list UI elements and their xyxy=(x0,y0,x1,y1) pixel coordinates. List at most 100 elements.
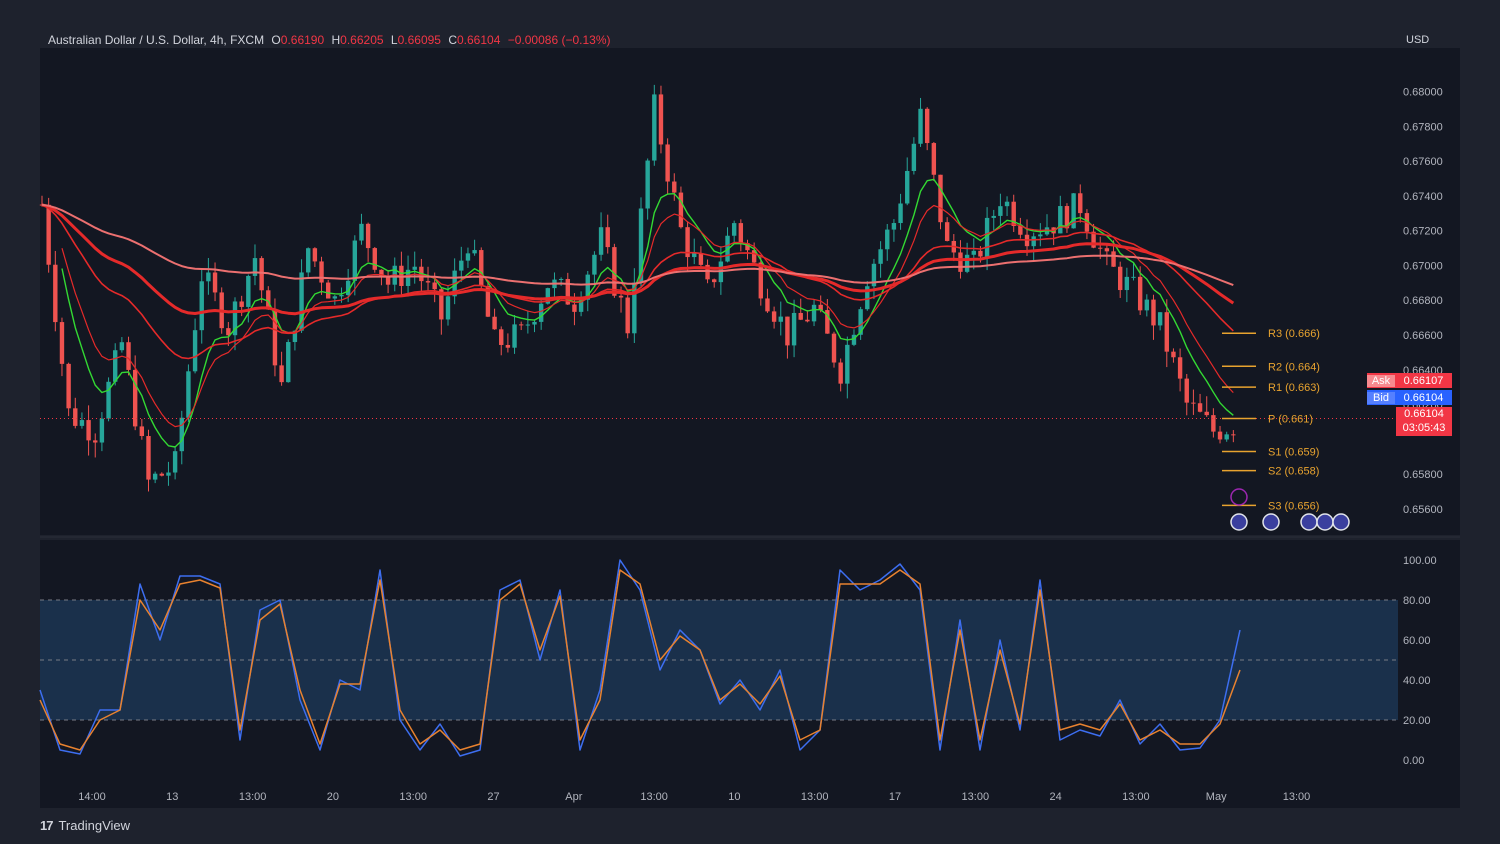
candle-body xyxy=(126,342,131,370)
candle-body xyxy=(1111,251,1116,267)
candle-body xyxy=(359,223,364,241)
candle-body xyxy=(499,329,504,345)
candle-body xyxy=(585,274,590,300)
candle-body xyxy=(439,289,444,320)
candle-body xyxy=(931,143,937,175)
candle-body xyxy=(598,227,604,255)
candle-body xyxy=(1211,415,1216,432)
candle-body xyxy=(1197,403,1203,412)
candle-body xyxy=(99,418,105,443)
candle-body xyxy=(1091,231,1096,248)
candle-body xyxy=(565,278,570,305)
candle-body xyxy=(172,451,178,473)
price-tick-label: 0.68000 xyxy=(1403,86,1443,98)
ema-mid-line xyxy=(61,204,1234,428)
candle-body xyxy=(698,253,704,265)
candle-body xyxy=(632,282,637,334)
candle-body xyxy=(146,436,151,480)
candle-body xyxy=(625,297,630,334)
candle-body xyxy=(1018,226,1023,235)
candle-body xyxy=(978,250,983,257)
candle-body xyxy=(891,223,897,230)
candle-body xyxy=(379,269,384,276)
price-tick-label: 0.65600 xyxy=(1403,504,1443,516)
candle-body xyxy=(505,344,511,348)
candle-body xyxy=(558,278,564,280)
pivot-label: S2 (0.658) xyxy=(1268,466,1319,478)
candle-body xyxy=(545,288,551,304)
candle-body xyxy=(958,252,963,272)
oscillator-tick-label: 0.00 xyxy=(1403,755,1424,767)
candle-body xyxy=(226,328,231,336)
price-tick-label: 0.66800 xyxy=(1403,295,1443,307)
candle-body xyxy=(106,381,111,419)
candle-body xyxy=(259,258,264,291)
event-lightning-icon xyxy=(1230,488,1248,506)
candle-body xyxy=(578,299,584,312)
candle-body xyxy=(725,235,730,262)
candle-body xyxy=(186,371,191,418)
candle-body xyxy=(811,304,817,322)
candle-body xyxy=(1031,236,1036,247)
candle-body xyxy=(86,420,91,441)
candle-body xyxy=(73,408,78,426)
candle-body xyxy=(705,264,710,280)
time-tick-label: 13:00 xyxy=(640,791,668,803)
symbol-header: Australian Dollar / U.S. Dollar, 4h, FXC… xyxy=(48,33,611,47)
price-tick-label: 0.67000 xyxy=(1403,260,1443,272)
candle-body xyxy=(479,250,484,286)
candle-body xyxy=(1098,247,1103,249)
candle-body xyxy=(1137,276,1143,311)
candle-body xyxy=(865,286,870,310)
candle-body xyxy=(1184,378,1189,403)
candle-body xyxy=(166,472,171,476)
candle-body xyxy=(984,217,990,257)
candle-body xyxy=(1177,357,1183,379)
time-tick-label: 13:00 xyxy=(1283,791,1311,803)
price-tick-label: 0.66600 xyxy=(1403,330,1443,342)
time-tick-label: May xyxy=(1206,791,1227,803)
oscillator-tick-label: 100.00 xyxy=(1403,555,1437,567)
candle-body xyxy=(272,309,278,366)
candle-body xyxy=(791,312,797,346)
candle-body xyxy=(964,254,970,272)
candle-body xyxy=(712,279,717,283)
tradingview-logo[interactable]: 17 TradingView xyxy=(40,818,131,833)
candle-body xyxy=(485,285,491,317)
close-value: 0.66104 xyxy=(457,33,501,47)
candle-body xyxy=(818,304,823,311)
oscillator-tick-label: 80.00 xyxy=(1403,595,1431,607)
candle-body xyxy=(1004,201,1010,207)
candle-body xyxy=(1224,434,1229,440)
candle-body xyxy=(113,350,118,382)
candle-body xyxy=(212,272,218,293)
candle-body xyxy=(858,309,863,335)
candle-body xyxy=(93,440,98,443)
candle-body xyxy=(618,295,624,298)
oscillator-tick-label: 20.00 xyxy=(1403,715,1431,727)
candle-body xyxy=(745,243,750,251)
last-price-badge: 0.66104 03:05:43 xyxy=(1396,407,1452,436)
time-tick-label: 14:00 xyxy=(78,791,106,803)
tv-logo-icon: 17 xyxy=(40,818,54,833)
oscillator-tick-label: 60.00 xyxy=(1403,635,1431,647)
symbol-name[interactable]: Australian Dollar / U.S. Dollar, 4h, FXC… xyxy=(48,33,265,47)
economic-event-flag-icon xyxy=(1262,513,1280,531)
candle-body xyxy=(385,275,391,285)
candle-body xyxy=(878,249,883,264)
candle-body xyxy=(738,223,744,244)
candle-body xyxy=(66,363,71,409)
ema-slow-line xyxy=(41,204,1234,360)
ema-fast-line xyxy=(61,178,1234,448)
candle-body xyxy=(758,262,763,299)
candle-body xyxy=(232,301,238,336)
candle-body xyxy=(79,420,85,426)
economic-event-flag-icon xyxy=(1332,513,1350,531)
candle-body xyxy=(1157,312,1163,326)
candle-body xyxy=(525,324,531,326)
time-tick-label: 27 xyxy=(487,791,499,803)
open-value: 0.66190 xyxy=(280,33,325,47)
high-value: 0.66205 xyxy=(340,33,384,47)
candle-body xyxy=(851,334,857,345)
